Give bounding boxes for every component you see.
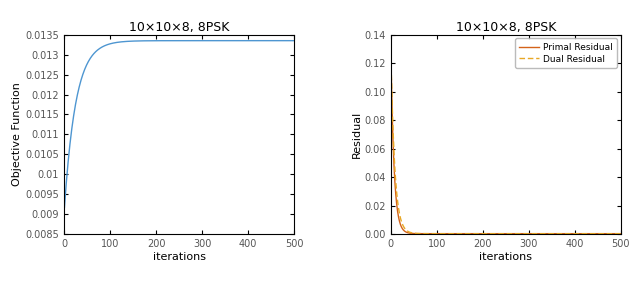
Legend: Primal Residual, Dual Residual: Primal Residual, Dual Residual [515, 38, 617, 68]
X-axis label: iterations: iterations [152, 252, 205, 262]
Primal Residual [524, 232, 532, 236]
Dual Residual [612, 232, 620, 236]
Primal Residual [498, 232, 506, 236]
Line: Primal Residual: Primal Residual [391, 71, 621, 234]
Dual Residual [617, 232, 625, 236]
Primal Residual [526, 232, 534, 236]
Dual Residual [498, 232, 506, 236]
Primal Residual [511, 232, 519, 236]
Primal Residual [497, 232, 504, 236]
Dual Residual [497, 232, 504, 236]
Primal Residual [617, 232, 625, 236]
Dual Residual [556, 232, 563, 236]
Y-axis label: Objective Function: Objective Function [13, 82, 22, 186]
Dual Residual [511, 232, 519, 236]
Y-axis label: Residual: Residual [351, 111, 362, 158]
Title: 10×10×8, 8PSK: 10×10×8, 8PSK [129, 21, 229, 34]
X-axis label: iterations: iterations [479, 252, 532, 262]
Line: Dual Residual: Dual Residual [391, 66, 621, 234]
Primal Residual [387, 69, 395, 73]
Primal Residual [612, 232, 620, 236]
Dual Residual [524, 232, 532, 236]
Primal Residual [576, 232, 584, 236]
Dual Residual [576, 232, 584, 236]
Dual Residual [387, 65, 395, 68]
Title: 10×10×8, 8PSK: 10×10×8, 8PSK [456, 21, 556, 34]
